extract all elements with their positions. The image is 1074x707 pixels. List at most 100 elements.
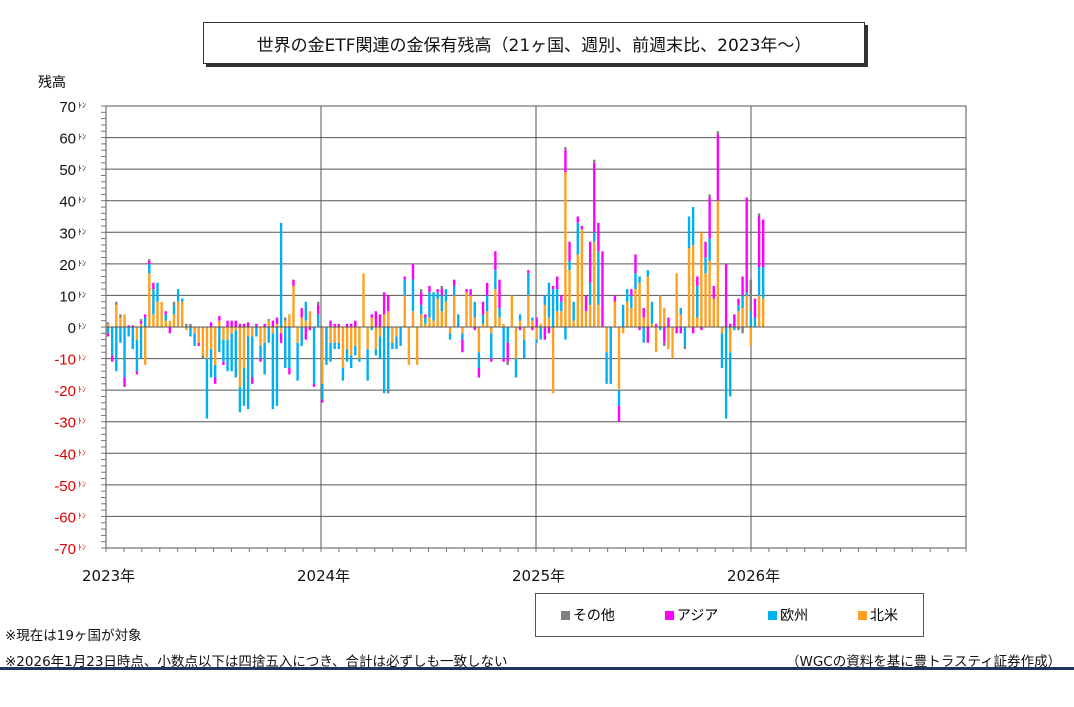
bar-segment-eu — [399, 327, 402, 346]
bar-segment-as — [741, 276, 744, 296]
bar-segment-na — [321, 327, 324, 384]
bar-segment-na — [358, 327, 361, 359]
bar-segment-na — [246, 327, 250, 337]
bar-segment-as — [584, 295, 588, 312]
bar-segment-eu — [477, 352, 481, 369]
bar-segment-as — [634, 254, 637, 274]
note-countries: ※現在は19ヶ国が対象 — [5, 628, 142, 644]
bar-segment-as — [518, 327, 522, 331]
bar-segment-ot — [284, 317, 287, 321]
bar-segment-na — [148, 273, 151, 327]
y-tick-label: 20 — [59, 257, 76, 274]
bar-segment-as — [477, 368, 481, 378]
bar-segment-na — [271, 327, 275, 334]
bar-segment-na — [741, 308, 744, 327]
bar-segment-eu — [387, 327, 390, 391]
bar-segment-na — [436, 298, 439, 327]
y-tick-label: 60 — [59, 131, 76, 148]
bar-segment-eu — [630, 295, 633, 309]
bar-segment-as — [547, 327, 551, 334]
bar-segment-na — [576, 254, 579, 327]
bar-segment-eu — [391, 342, 394, 350]
bar-segment-eu — [436, 292, 439, 299]
bar-segment-eu — [448, 333, 452, 340]
legend-item-other: その他 — [560, 605, 615, 625]
bar-segment-eu — [193, 333, 196, 346]
bar-segment-as — [259, 358, 262, 362]
bar-segment-eu — [741, 295, 744, 309]
bar-segment-eu — [395, 336, 398, 350]
bar-segment-eu — [473, 301, 476, 318]
bar-segment-as — [716, 134, 720, 201]
bar-segment-as — [230, 320, 233, 327]
bar-segment-as — [613, 295, 617, 302]
bar-segment-as — [436, 289, 439, 293]
legend-swatch — [768, 610, 778, 620]
bar-segment-eu — [325, 327, 328, 365]
bar-segment-na — [395, 327, 398, 337]
bar-segment-na — [337, 327, 340, 343]
bar-segment-na — [378, 327, 382, 337]
bar-segment-na — [209, 327, 213, 350]
bar-segment-na — [119, 317, 122, 327]
bar-segment-na — [588, 304, 592, 327]
bar-segment-as — [424, 314, 427, 318]
bar-segment-ot — [119, 314, 122, 318]
bar-segment-eu — [428, 292, 431, 318]
y-tick-label: -30 — [54, 415, 76, 432]
bar-segment-as — [691, 327, 695, 334]
bar-segment-as — [733, 314, 736, 327]
bar-segment-as — [452, 279, 456, 286]
bar-segment-as — [222, 361, 225, 365]
bar-segment-na — [259, 327, 262, 346]
bar-segment-eu — [329, 342, 332, 362]
bar-segment-as — [502, 358, 505, 362]
bar-segment-na — [560, 311, 563, 327]
bar-segment-eu — [251, 336, 254, 378]
bar-segment-eu — [296, 342, 299, 381]
bar-segment-eu — [284, 327, 287, 369]
bar-segment-eu — [234, 330, 237, 378]
bar-segment-eu — [658, 327, 662, 331]
bar-segment-as — [403, 276, 406, 280]
bar-segment-na — [498, 317, 501, 327]
bar-segment-eu — [382, 327, 386, 394]
bar-segment-na — [263, 327, 266, 343]
bar-segment-eu — [358, 358, 361, 362]
bar-segment-eu — [152, 289, 155, 315]
y-tick-unit: ﾄﾝ — [78, 448, 86, 457]
bar-segment-eu — [490, 333, 493, 359]
bar-segment-as — [321, 399, 324, 403]
bar-segment-na — [238, 327, 242, 387]
bar-segment-ot — [387, 390, 390, 394]
bar-segment-na — [288, 314, 291, 327]
bar-segment-na — [139, 323, 143, 327]
bar-segment-na — [671, 327, 674, 359]
bar-segment-na — [300, 317, 303, 327]
bar-segment-eu — [551, 289, 555, 327]
bar-segment-na — [448, 327, 452, 334]
bar-segment-eu — [135, 339, 139, 372]
bar-segment-as — [300, 308, 303, 318]
bar-segment-na — [716, 200, 720, 327]
bar-segment-na — [704, 273, 707, 327]
bar-segment-na — [613, 301, 617, 327]
bar-segment-na — [593, 241, 596, 327]
legend-label: アジア — [676, 608, 719, 624]
bar-segment-na — [634, 289, 637, 327]
bar-segment-eu — [506, 327, 509, 343]
bar-segment-as — [440, 289, 444, 296]
y-tick-label: -20 — [54, 383, 76, 400]
bar-segment-eu — [617, 390, 621, 406]
bar-segment-na — [387, 311, 390, 327]
bar-segment-as — [588, 241, 592, 283]
y-tick-label: -70 — [54, 541, 76, 558]
y-tick-unit: ﾄﾝ — [78, 227, 86, 236]
chart-title: 世界の金ETF関連の金保有残高（21ヶ国、週別、前週末比、2023年～） — [203, 22, 865, 64]
bar-segment-na — [242, 327, 246, 369]
bar-segment-na — [168, 320, 172, 327]
bar-segment-na — [354, 327, 357, 346]
bar-segment-eu — [745, 292, 748, 296]
bar-segment-na — [420, 314, 423, 327]
bar-segment-na — [473, 317, 476, 327]
